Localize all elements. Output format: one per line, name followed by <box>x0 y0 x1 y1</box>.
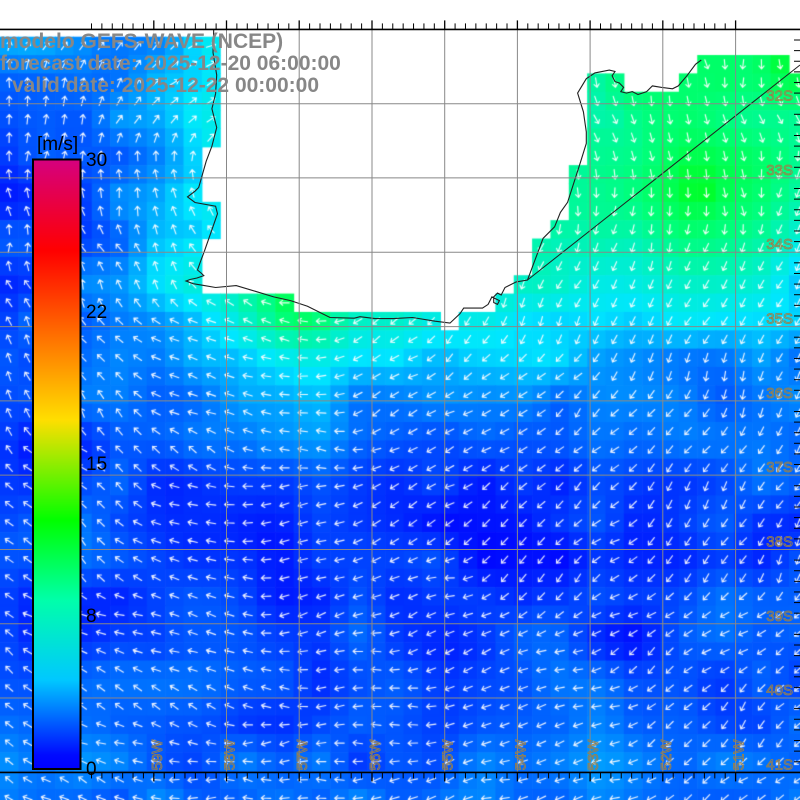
svg-text:34S: 34S <box>766 236 793 253</box>
svg-text:38S: 38S <box>766 534 793 551</box>
svg-text:41S: 41S <box>766 756 793 773</box>
svg-text:39S: 39S <box>766 608 793 625</box>
svg-text:55W: 55W <box>440 739 457 771</box>
svg-text:53W: 53W <box>585 739 602 771</box>
svg-text:30: 30 <box>86 150 107 171</box>
svg-text:33S: 33S <box>766 162 793 179</box>
svg-text:36S: 36S <box>766 385 793 402</box>
svg-text:54W: 54W <box>512 739 529 771</box>
svg-text:56W: 56W <box>367 739 384 771</box>
svg-text:37S: 37S <box>766 459 793 476</box>
svg-text:15: 15 <box>86 454 107 475</box>
svg-text:52W: 52W <box>658 739 675 771</box>
svg-text:22: 22 <box>86 302 107 323</box>
svg-text:valid date: 2025-12-22 00:00:0: valid date: 2025-12-22 00:00:00 <box>12 74 319 97</box>
svg-text:forecast date: 2025-12-20 06:0: forecast date: 2025-12-20 06:00:00 <box>0 52 341 75</box>
svg-text:35S: 35S <box>766 311 793 328</box>
svg-text:59W: 59W <box>149 739 166 771</box>
svg-text:8: 8 <box>86 606 97 627</box>
svg-text:32S: 32S <box>766 88 793 105</box>
svg-text:58W: 58W <box>222 739 239 771</box>
svg-text:[m/s]: [m/s] <box>37 134 78 155</box>
svg-text:modelo GEFS-WAVE (NCEP): modelo GEFS-WAVE (NCEP) <box>0 30 283 53</box>
svg-text:57W: 57W <box>294 739 311 771</box>
svg-text:51W: 51W <box>731 739 748 771</box>
svg-text:0: 0 <box>86 759 97 780</box>
svg-text:40S: 40S <box>766 682 793 699</box>
